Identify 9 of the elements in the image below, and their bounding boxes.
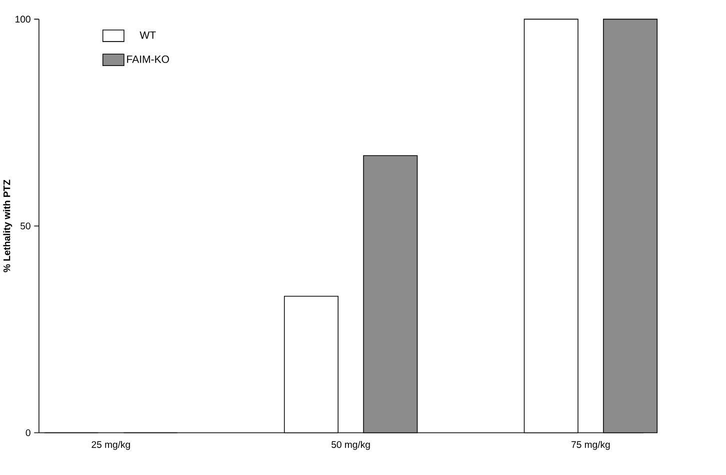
y-tick-label: 100	[16, 16, 30, 23]
y-axis-title: % Lethality with PTZ	[3, 180, 12, 272]
x-tick-label: 50 mg/kg	[332, 440, 370, 450]
y-tick-label: 50	[20, 222, 30, 230]
legend-label: WT	[140, 31, 156, 39]
legend-label: FAIM-KO	[127, 55, 169, 63]
x-tick-label: 25 mg/kg	[92, 440, 130, 450]
x-tick-label: 75 mg/kg	[572, 440, 610, 450]
y-tick-label: 0	[26, 429, 30, 436]
